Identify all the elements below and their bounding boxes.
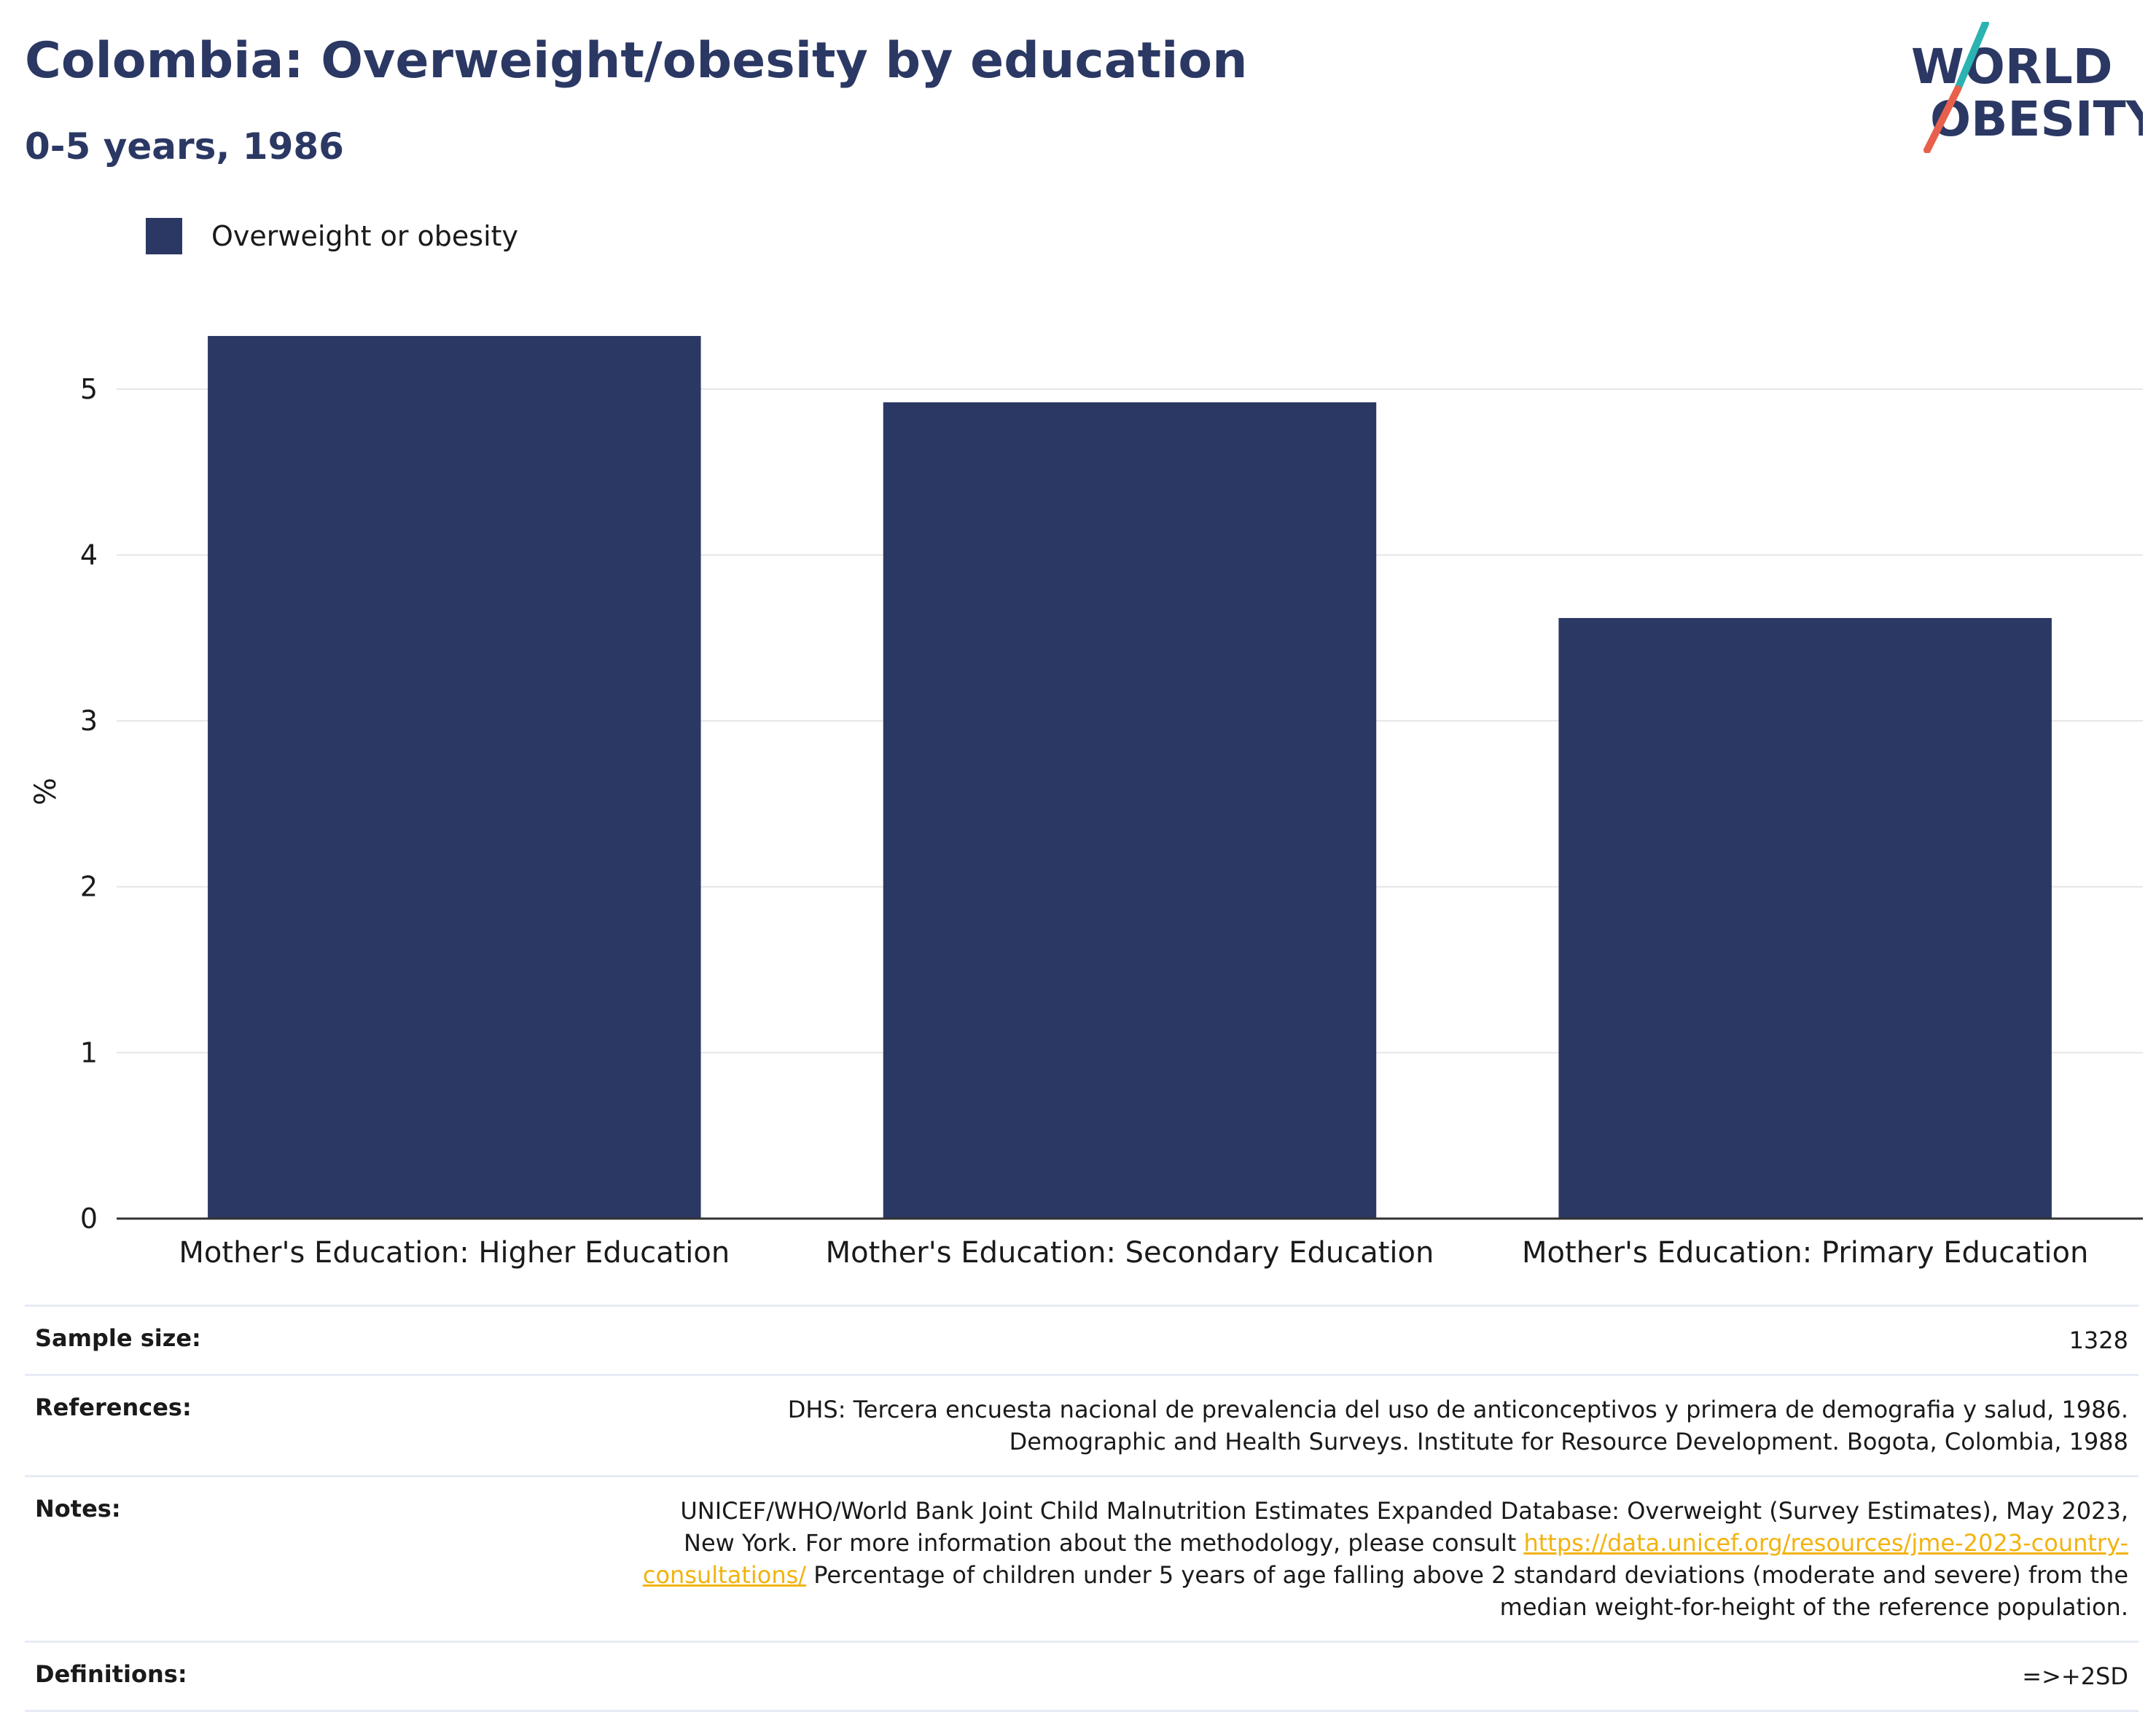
info-table: Sample size: 1328 References: DHS: Terce… bbox=[25, 1305, 2139, 1712]
references-value: DHS: Tercera encuesta nacional de preval… bbox=[787, 1396, 2128, 1455]
world-obesity-logo: WORLD OBESITY bbox=[1911, 22, 2143, 153]
definitions-label: Definitions: bbox=[35, 1660, 187, 1688]
bar bbox=[883, 402, 1377, 1219]
notes-text-2: Percentage of children under 5 years of … bbox=[806, 1561, 2128, 1621]
bar bbox=[208, 335, 701, 1219]
definitions-value: =>+2SD bbox=[2022, 1662, 2128, 1690]
x-tick-label: Mother's Education: Higher Education bbox=[179, 1236, 730, 1270]
y-tick-label: 1 bbox=[80, 1036, 98, 1068]
sample-size-value: 1328 bbox=[2069, 1326, 2128, 1354]
bar-chart: 0 1 2 3 4 5% Mother's Education: Higher Educat… bbox=[29, 335, 2143, 1270]
y-tick-label: 4 bbox=[80, 539, 98, 571]
info-row-definitions: Definitions: =>+2SD bbox=[25, 1641, 2139, 1712]
page-subtitle: 0-5 years, 1986 bbox=[25, 125, 344, 168]
x-tick-label: Mother's Education: Primary Education bbox=[1522, 1236, 2088, 1270]
logo-slash-teal bbox=[1954, 22, 1989, 93]
chart-legend[interactable]: Overweight or obesity bbox=[146, 216, 518, 257]
y-tick-label: 5 bbox=[80, 373, 98, 405]
logo-slash-red bbox=[1923, 85, 1961, 153]
info-row-sample-size: Sample size: 1328 bbox=[25, 1305, 2139, 1374]
notes-link[interactable]: https://data.unicef.org/resources/jme-20… bbox=[642, 1529, 2128, 1589]
page-title: Colombia: Overweight/obesity by educatio… bbox=[25, 32, 1248, 90]
notes-label: Notes: bbox=[35, 1495, 121, 1523]
info-row-references: References: DHS: Tercera encuesta nacion… bbox=[25, 1374, 2139, 1475]
notes-text-1: UNICEF/WHO/World Bank Joint Child Malnut… bbox=[680, 1497, 2128, 1557]
references-label: References: bbox=[35, 1394, 192, 1421]
y-tick-label: 3 bbox=[80, 705, 98, 737]
legend-label: Overweight or obesity bbox=[211, 220, 519, 252]
bar bbox=[1558, 617, 2052, 1219]
notes-value: UNICEF/WHO/World Bank Joint Child Malnut… bbox=[641, 1495, 2128, 1623]
legend-swatch bbox=[146, 218, 182, 254]
info-row-notes: Notes: UNICEF/WHO/World Bank Joint Child… bbox=[25, 1475, 2139, 1641]
logo-text-obesity: OBESITY bbox=[1930, 91, 2143, 147]
y-tick-label: 0 bbox=[80, 1203, 98, 1235]
logo-text-world: WORLD bbox=[1911, 39, 2113, 95]
x-tick-label: Mother's Education: Secondary Education bbox=[826, 1236, 1434, 1270]
y-axis-title: % bbox=[29, 778, 63, 805]
y-tick-label: 2 bbox=[80, 871, 98, 903]
sample-size-label: Sample size: bbox=[35, 1324, 201, 1352]
